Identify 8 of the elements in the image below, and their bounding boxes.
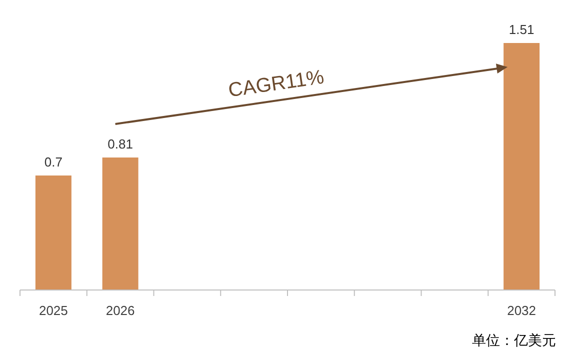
- x-tick-label: 2025: [38, 303, 68, 318]
- annotation: CAGR11%: [226, 66, 326, 102]
- data-label: 0.7: [44, 154, 62, 170]
- data-label: 0.81: [108, 136, 133, 152]
- data-label: 1.51: [508, 22, 534, 37]
- x-tick-label: 2032: [507, 303, 536, 318]
- text: 单位：亿美元: [472, 332, 556, 348]
- x-tick-label: 2026: [106, 303, 135, 318]
